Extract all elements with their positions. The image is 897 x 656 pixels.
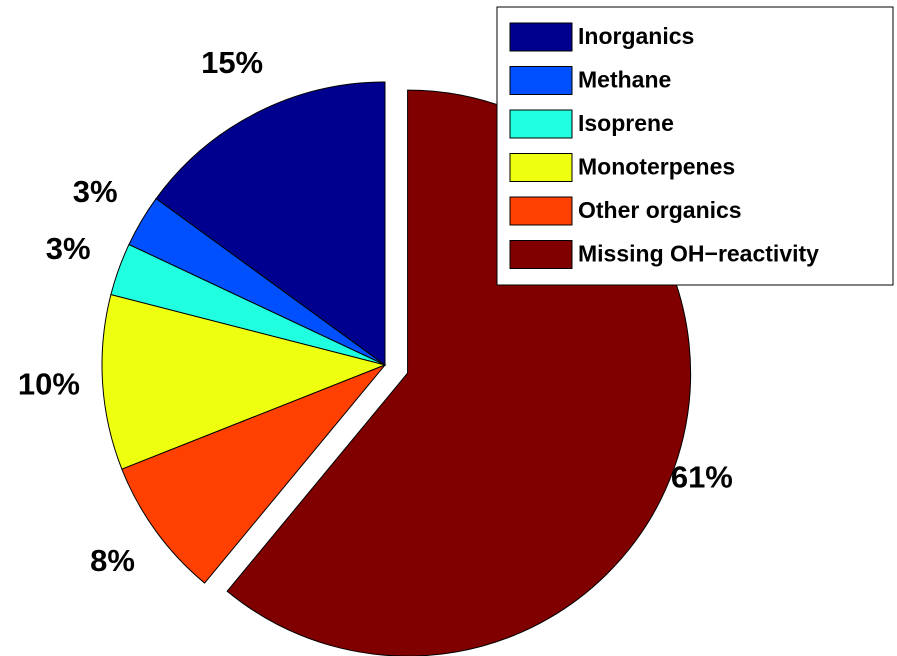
- data-label: 8%: [90, 543, 135, 578]
- legend-swatch: [509, 153, 573, 182]
- legend-swatch: [509, 240, 573, 269]
- legend-label: Other organics: [578, 197, 742, 223]
- legend-label: Missing OH−reactivity: [578, 241, 819, 267]
- legend-swatch: [509, 22, 573, 52]
- legend-swatch: [509, 66, 573, 95]
- data-label: 3%: [46, 231, 91, 266]
- data-label: 15%: [201, 45, 263, 80]
- pie-slice: [121, 364, 386, 584]
- legend-label: Monoterpenes: [578, 154, 735, 180]
- pie-slice: [101, 294, 387, 470]
- data-label: 61%: [671, 459, 733, 494]
- legend-label: Isoprene: [578, 110, 674, 136]
- legend-swatch: [509, 196, 573, 226]
- data-label: 10%: [18, 366, 80, 401]
- data-label: 3%: [73, 174, 118, 209]
- legend-swatch: [509, 109, 573, 139]
- legend-label: Inorganics: [578, 23, 694, 49]
- legend-box: [496, 6, 894, 286]
- legend-label: Methane: [578, 67, 671, 93]
- pie-slice: [155, 81, 386, 366]
